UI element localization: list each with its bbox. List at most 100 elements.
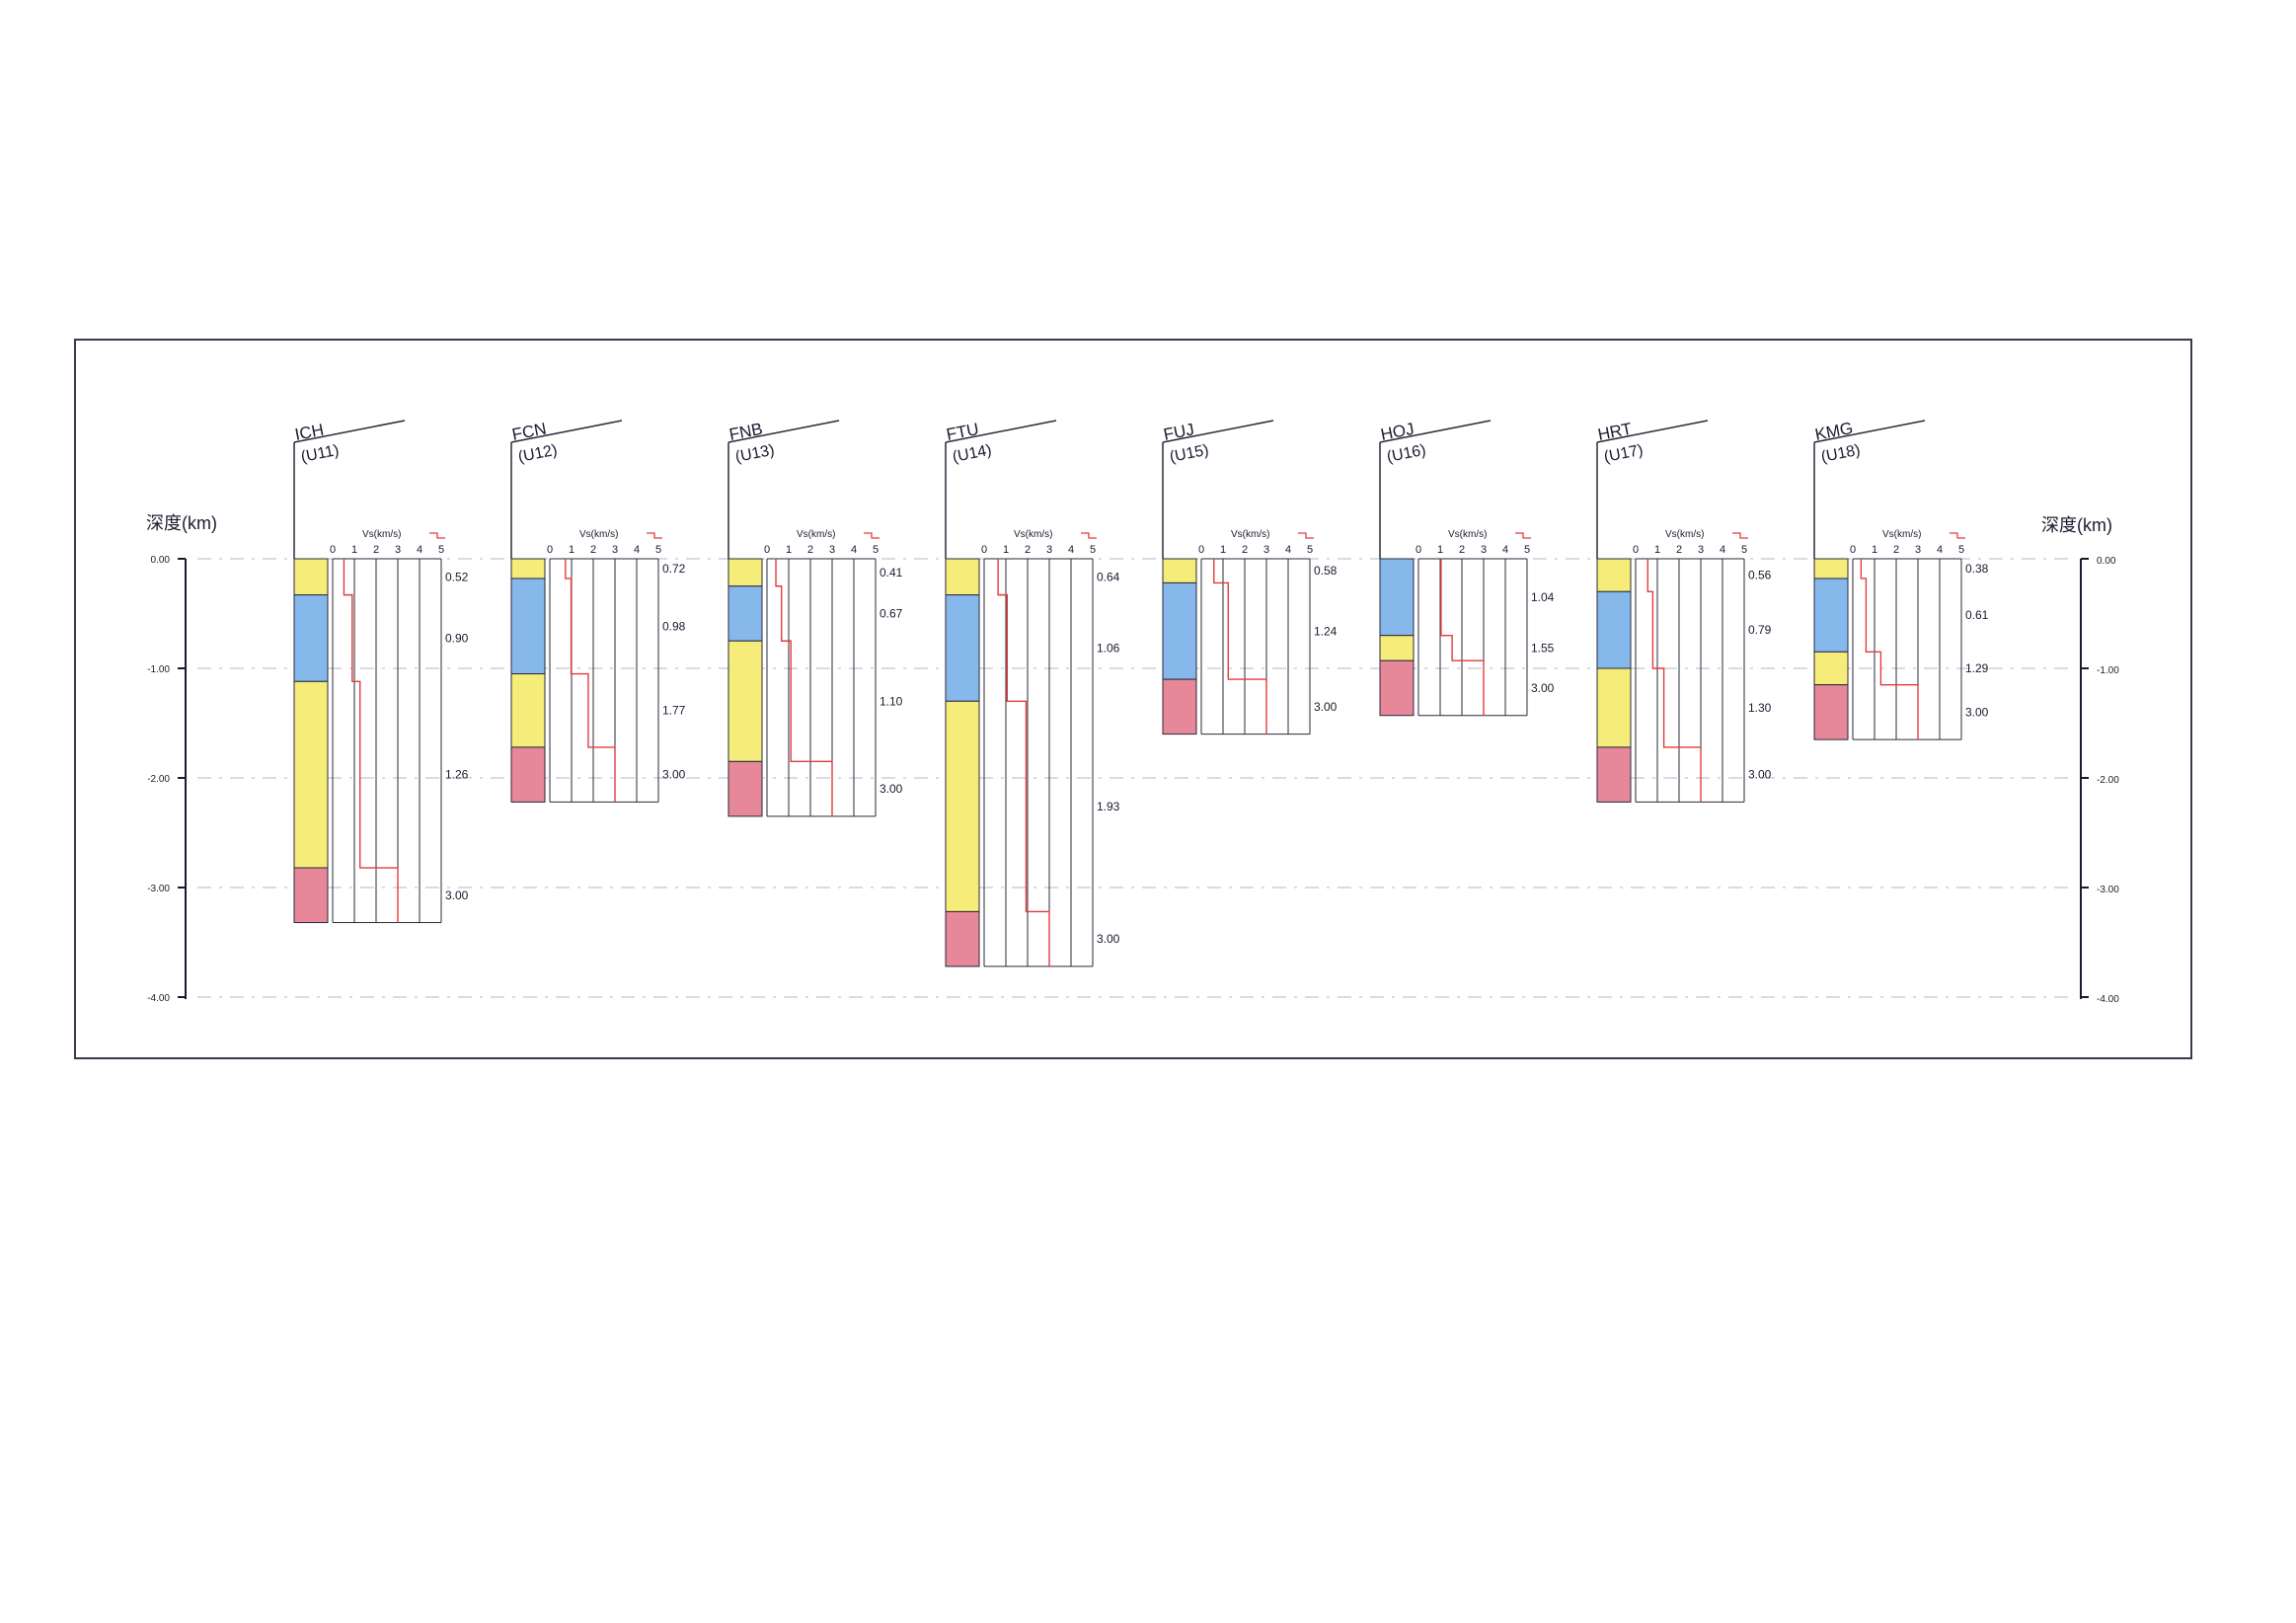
vs-value-label: 1.10 [880,694,903,708]
vs-tick-label: 5 [1741,544,1747,556]
vs-tick-label: 2 [590,544,596,556]
station-header-line [1596,420,1709,443]
vs-tick-label: 4 [1720,544,1725,556]
vs-axis-label: Vs(km/s) [1014,529,1052,540]
vs-axis-label: Vs(km/s) [1448,529,1487,540]
vs-tick-label: 2 [1025,544,1031,556]
station-ftu: FTU(U14)Vs(km/s)0 1 2 3 4 50.641.061.933.00 [945,420,1120,967]
station-header-line [1379,420,1492,443]
station-header-line [945,420,1057,443]
vs-axis-label: Vs(km/s) [1882,529,1921,540]
left-tick-label-1: -1.00 [147,664,170,675]
vs-tick-label: 3 [1263,544,1269,556]
vs-tick-label: 2 [1459,544,1465,556]
vs-tick-label: 2 [373,544,379,556]
vs-tick-label: 4 [1068,544,1074,556]
station-header-line [727,420,840,443]
vs-axis-label: Vs(km/s) [1231,529,1269,540]
layer-blue [1379,558,1415,637]
vs-tick-label: 5 [1524,544,1530,556]
layer-yellow [293,558,329,596]
vs-value-label: 1.29 [1965,661,1989,675]
left-tick-label-2: -2.00 [147,774,170,785]
vs-tick-label: 1 [1437,544,1443,556]
vs-tick-label: 5 [1307,544,1313,556]
vs-legend-symbol [1732,532,1748,539]
layer-yellow [727,640,763,762]
vs-value-label: 1.77 [662,704,686,718]
vs-legend-symbol [864,532,880,539]
layer-blue [945,594,980,702]
layer-red [1379,659,1415,717]
vs-tick-label: 4 [1502,544,1508,556]
station-header-line [1162,420,1274,443]
vs-tick-label: 2 [807,544,813,556]
vs-value-label: 0.90 [445,631,469,645]
vs-tick-label: 3 [1481,544,1487,556]
vs-value-label: 3.00 [1097,932,1120,946]
layer-yellow [510,558,546,580]
vs-tick-label: 5 [1958,544,1964,556]
vs-profile-line [1860,559,1919,740]
vs-tick-label: 5 [873,544,879,556]
layer-yellow [1813,558,1849,580]
vs-tick-label: 4 [851,544,857,556]
layer-blue [1596,590,1632,669]
vs-profile-line [343,559,399,923]
vs-value-label: 0.98 [662,619,686,633]
vs-tick-label: 0 [764,544,770,556]
station-header-line [1813,420,1926,443]
vs-value-label: 0.58 [1314,564,1338,578]
vs-axis-label: Vs(km/s) [1665,529,1704,540]
vs-value-label: 0.64 [1097,570,1120,583]
layer-yellow [1596,667,1632,748]
left-tick-label-4: -4.00 [147,993,170,1004]
station-header-line [293,420,406,443]
left-tick-label-3: -3.00 [147,884,170,894]
vs-legend-symbol [1081,532,1097,539]
vs-value-label: 1.30 [1748,701,1772,715]
vs-value-label: 1.04 [1531,590,1555,604]
layer-red [1813,684,1849,740]
layer-blue [1162,581,1197,680]
right-tick-label-1: -1.00 [2097,665,2119,676]
vs-tick-label: 1 [786,544,792,556]
vs-tick-label: 5 [1090,544,1096,556]
layer-red [727,760,763,817]
vs-value-label: 3.00 [1314,700,1338,714]
vs-value-label: 3.00 [662,768,686,782]
vs-profile-line [1213,559,1267,734]
vs-axis-label: Vs(km/s) [579,529,618,540]
vs-value-label: 1.93 [1097,800,1120,813]
vs-tick-label: 3 [1046,544,1052,556]
vs-tick-label: 2 [1242,544,1248,556]
vs-tick-label: 3 [395,544,401,556]
left-depth-axis: 深度(km) 0.00 -1.00 -2.00 -3.00 -4.00 [146,513,217,1004]
layer-red [1596,746,1632,803]
vs-legend-symbol [1298,532,1314,539]
layer-yellow [727,558,763,587]
vs-tick-label: 4 [1937,544,1943,556]
vs-tick-label: 5 [438,544,444,556]
vs-tick-label: 4 [634,544,640,556]
layer-yellow [945,700,980,912]
station-header-line [510,420,623,443]
layer-yellow [293,680,329,869]
right-depth-axis: 深度(km) 0.00 -1.00 -2.00 -3.00 -4.00 [2041,515,2119,1005]
layer-yellow [1596,558,1632,592]
layer-red [510,746,546,803]
left-depth-axis-label: 深度(km) [146,513,217,533]
station-fcn: FCN(U12)Vs(km/s)0 1 2 3 4 50.720.981.773.00 [510,420,686,803]
layer-yellow [1813,651,1849,686]
vs-value-label: 0.72 [662,562,686,576]
vs-tick-label: 1 [1654,544,1660,556]
vs-tick-label: 3 [612,544,618,556]
vs-tick-label: 2 [1893,544,1899,556]
vs-tick-label: 3 [1915,544,1921,556]
right-tick-label-4: -4.00 [2097,994,2119,1005]
vs-tick-label: 1 [1872,544,1877,556]
vs-tick-label: 0 [547,544,553,556]
vs-value-label: 1.24 [1314,624,1338,638]
